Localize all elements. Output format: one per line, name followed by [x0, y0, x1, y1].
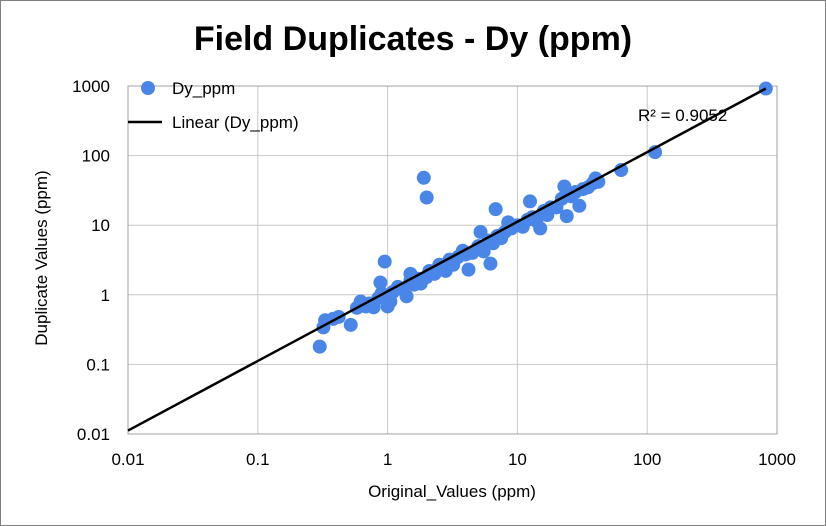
data-point [399, 289, 414, 304]
data-point [533, 221, 548, 236]
y-tick-label: 1000 [72, 77, 110, 96]
x-tick-label: 0.01 [111, 450, 144, 469]
y-axis-title: Duplicate Values (ppm) [32, 170, 51, 345]
y-axis-tick-labels: 0.01 0.1 1 10 100 1000 [72, 77, 110, 444]
data-point [591, 174, 606, 189]
data-point [343, 317, 358, 332]
data-point [559, 209, 574, 224]
data-point [572, 198, 587, 213]
data-point [416, 170, 431, 185]
x-tick-label: 10 [508, 450, 527, 469]
data-point [557, 179, 572, 194]
y-tick-label: 0.1 [86, 355, 110, 374]
data-point [419, 190, 434, 205]
data-point [483, 256, 498, 271]
legend-label-linear: Linear (Dy_ppm) [172, 113, 299, 132]
y-tick-label: 0.01 [77, 425, 110, 444]
data-point [312, 339, 327, 354]
data-point [377, 254, 392, 269]
data-point [476, 244, 491, 259]
y-tick-label: 10 [91, 216, 110, 235]
chart-title: Field Duplicates - Dy (ppm) [194, 20, 632, 58]
x-tick-label: 100 [633, 450, 661, 469]
data-point [373, 275, 388, 290]
legend: Dy_ppm Linear (Dy_ppm) [128, 79, 299, 132]
trendline [127, 87, 767, 432]
data-point [614, 163, 629, 178]
legend-marker-dy-ppm [141, 81, 155, 95]
trendline-layer [127, 87, 767, 432]
r-squared-annotation: R² = 0.9052 [638, 106, 727, 125]
x-tick-label: 0.1 [246, 450, 270, 469]
x-tick-label: 1000 [758, 450, 796, 469]
x-axis-tick-labels: 0.01 0.1 1 10 100 1000 [111, 450, 795, 469]
x-axis-title: Original_Values (ppm) [368, 482, 536, 501]
y-tick-label: 1 [101, 286, 110, 305]
data-point [488, 202, 503, 217]
plot-area-border [127, 85, 778, 435]
y-tick-label: 100 [82, 147, 110, 166]
data-point [461, 262, 476, 277]
x-tick-label: 1 [383, 450, 392, 469]
data-points [312, 81, 773, 354]
data-point [522, 194, 537, 209]
legend-label-dy-ppm: Dy_ppm [172, 79, 235, 98]
